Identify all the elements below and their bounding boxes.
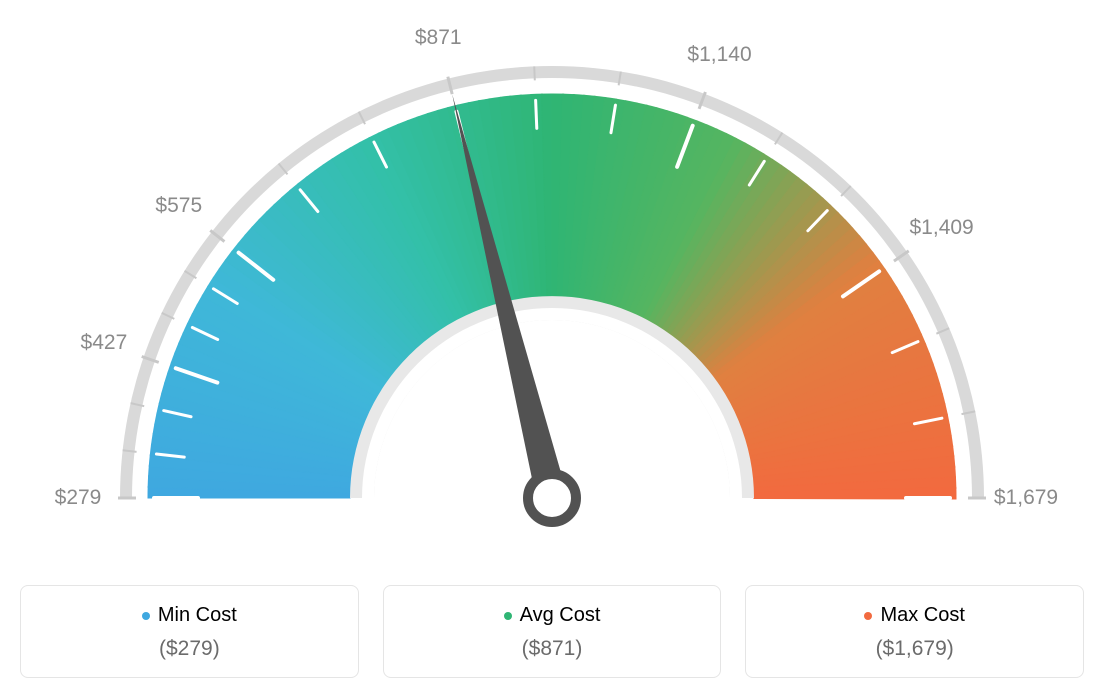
gauge-tick-label: $1,679: [994, 486, 1058, 510]
gauge-tick-label: $575: [155, 194, 202, 218]
legend-title-label: Avg Cost: [520, 604, 601, 627]
legend-title-avg: Avg Cost: [504, 604, 601, 627]
gauge-svg: [0, 0, 1104, 560]
dot-icon: [864, 612, 872, 620]
gauge-tick-label: $279: [55, 486, 102, 510]
dot-icon: [142, 612, 150, 620]
legend-title-label: Min Cost: [158, 604, 237, 627]
gauge-tick-label: $1,409: [910, 216, 974, 240]
dot-icon: [504, 612, 512, 620]
gauge-tick-label: $1,140: [687, 43, 751, 67]
legend-card-min: Min Cost ($279): [20, 585, 359, 678]
legend-card-max: Max Cost ($1,679): [745, 585, 1084, 678]
gauge-tick-label: $427: [81, 331, 128, 355]
legend-card-avg: Avg Cost ($871): [383, 585, 722, 678]
gauge-cost-chart: $279 $427 $575 $871 $1,140 $1,409 $1,679 Min C…: [0, 0, 1104, 690]
legend-value-min: ($279): [159, 637, 220, 661]
legend-value-max: ($1,679): [876, 637, 954, 661]
legend-title-max: Max Cost: [864, 604, 964, 627]
legend-title-label: Max Cost: [880, 604, 964, 627]
legend-title-min: Min Cost: [142, 604, 237, 627]
gauge-area: $279 $427 $575 $871 $1,140 $1,409 $1,679: [0, 0, 1104, 560]
legend-value-avg: ($871): [522, 637, 583, 661]
legend-row: Min Cost ($279) Avg Cost ($871) Max Cost…: [20, 585, 1084, 678]
gauge-tick-label: $871: [415, 26, 462, 50]
